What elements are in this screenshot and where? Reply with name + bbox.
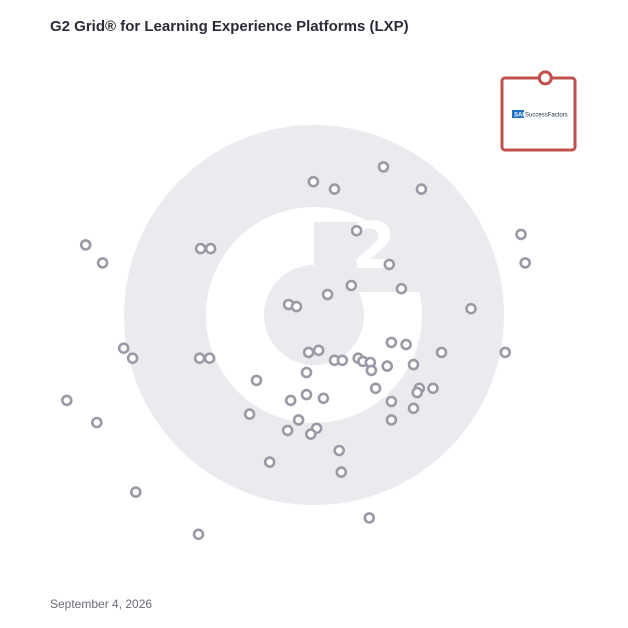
product-dot-30[interactable] xyxy=(336,354,349,367)
product-dot-38[interactable] xyxy=(250,374,263,387)
product-dot-10[interactable] xyxy=(383,258,396,271)
product-dot-61[interactable] xyxy=(192,528,205,541)
highlighted-product-dot[interactable] xyxy=(537,70,553,86)
product-dot-24[interactable] xyxy=(312,344,325,357)
product-dot-11[interactable] xyxy=(515,228,527,241)
product-dot-42[interactable] xyxy=(411,386,424,399)
highlighted-product-label: SuccessFactors xyxy=(525,113,568,119)
product-dot-25[interactable] xyxy=(385,336,398,349)
product-dot-7[interactable] xyxy=(204,242,217,255)
product-dot-44[interactable] xyxy=(300,388,313,401)
product-dot-12[interactable] xyxy=(519,257,532,269)
product-dot-48[interactable] xyxy=(407,402,420,415)
chart-title: G2 Grid® for Learning Experience Platfor… xyxy=(50,18,409,35)
product-dot-55[interactable] xyxy=(304,428,317,440)
product-dot-19[interactable] xyxy=(117,342,130,355)
product-dot-26[interactable] xyxy=(400,338,412,351)
product-dot-18[interactable] xyxy=(465,302,477,315)
report-date: September 4, 2026 xyxy=(50,597,153,611)
product-dot-2[interactable] xyxy=(307,175,320,188)
product-dot-36[interactable] xyxy=(365,364,378,377)
product-dot-51[interactable] xyxy=(385,414,398,426)
product-dot-28[interactable] xyxy=(499,346,512,359)
product-dot-17[interactable] xyxy=(290,300,303,313)
product-dot-8[interactable] xyxy=(96,257,109,269)
product-dot-3[interactable] xyxy=(328,183,341,195)
svg-text:SAP: SAP xyxy=(514,113,526,119)
product-dot-58[interactable] xyxy=(335,466,348,478)
product-dot-4[interactable] xyxy=(415,183,428,195)
product-dot-9[interactable] xyxy=(350,224,363,237)
product-dot-60[interactable] xyxy=(363,512,376,524)
product-dot-43[interactable] xyxy=(61,394,73,407)
product-dot-23[interactable] xyxy=(302,346,315,359)
product-dot-34[interactable] xyxy=(381,360,394,372)
product-dot-5[interactable] xyxy=(79,239,92,251)
product-dot-39[interactable] xyxy=(369,382,382,395)
product-dot-41[interactable] xyxy=(427,382,439,395)
data-points xyxy=(61,161,532,541)
product-dot-20[interactable] xyxy=(126,352,139,365)
product-dot-14[interactable] xyxy=(395,282,408,295)
product-dot-49[interactable] xyxy=(243,408,256,420)
svg-text:2: 2 xyxy=(352,210,397,284)
product-dot-45[interactable] xyxy=(284,394,297,407)
product-dot-37[interactable] xyxy=(300,366,313,379)
product-dot-47[interactable] xyxy=(385,395,398,408)
highlighted-product[interactable]: SAP SuccessFactors xyxy=(500,70,577,152)
product-dot-27[interactable] xyxy=(435,346,448,359)
product-dot-6[interactable] xyxy=(194,242,207,255)
product-dot-50[interactable] xyxy=(292,414,305,426)
product-dot-57[interactable] xyxy=(263,456,276,468)
product-dot-22[interactable] xyxy=(203,352,216,365)
product-dot-21[interactable] xyxy=(193,352,206,365)
product-dot-46[interactable] xyxy=(317,392,330,405)
successfactors-logo: SAP SuccessFactors xyxy=(512,110,568,119)
product-dot-15[interactable] xyxy=(321,288,334,301)
product-dot-53[interactable] xyxy=(281,424,294,437)
product-dot-52[interactable] xyxy=(91,416,103,429)
product-dot-35[interactable] xyxy=(407,358,420,371)
product-dot-1[interactable] xyxy=(377,161,390,173)
product-dot-56[interactable] xyxy=(333,444,346,457)
product-dot-59[interactable] xyxy=(130,486,142,498)
product-dot-13[interactable] xyxy=(345,279,358,292)
